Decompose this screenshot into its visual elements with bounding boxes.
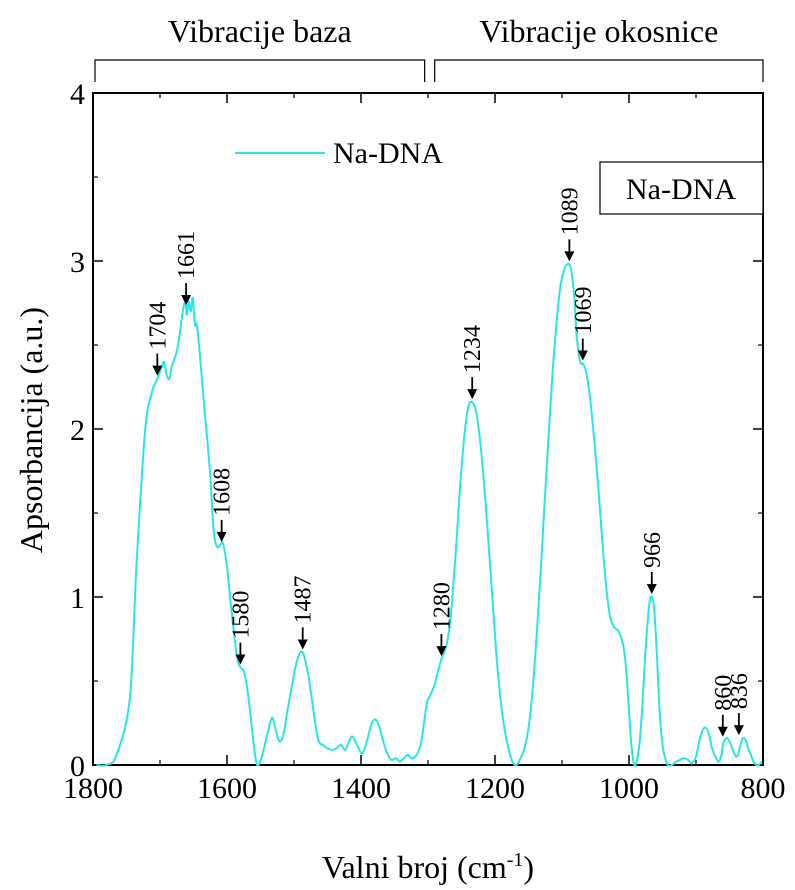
- series-line-na-dna: [96, 262, 763, 767]
- peak-arrow-head: [733, 725, 744, 736]
- sample-box: Na-DNA: [599, 161, 764, 215]
- x-tick-label: 800: [741, 772, 786, 805]
- x-tick-label: 1600: [197, 772, 257, 805]
- x-tick-label: 1400: [331, 772, 391, 805]
- y-tick-label: 1: [70, 582, 85, 615]
- x-tick-labels: 1800 1600 1400 1200 1000 800: [63, 772, 786, 805]
- x-tick-label: 1200: [465, 772, 525, 805]
- y-tick-label: 4: [70, 78, 85, 111]
- peak-arrow-head: [717, 726, 728, 737]
- peak-label: 1089: [557, 187, 583, 235]
- peak-label: 1661: [174, 231, 200, 279]
- peak-label: 1608: [210, 468, 236, 516]
- peak-label: 966: [640, 532, 666, 568]
- legend: Na-DNA: [235, 137, 443, 170]
- peak-arrow-head: [297, 639, 308, 650]
- group-label-vibracije-okosnice: Vibracije okosnice: [479, 13, 718, 49]
- peak-label: 836: [727, 673, 753, 709]
- axis-ticks: [92, 92, 764, 766]
- peak-label: 1069: [571, 286, 597, 334]
- sample-box-label: Na-DNA: [626, 173, 736, 206]
- bracket-vibracije-baza: [94, 59, 426, 82]
- peak-arrow-head: [467, 389, 478, 400]
- peak-label: 1580: [228, 591, 254, 639]
- peak-arrow-head: [235, 654, 246, 665]
- peak-label: 1280: [429, 582, 455, 630]
- peak-label: 1704: [145, 302, 171, 350]
- y-tick-label: 2: [70, 414, 85, 447]
- peak-arrow-head: [216, 531, 227, 542]
- x-tick-label: 1800: [63, 772, 123, 805]
- x-axis-title-close: ): [523, 849, 534, 885]
- x-axis-title: Valni broj (cm-1): [322, 849, 534, 885]
- peak-arrow-head: [646, 584, 657, 594]
- peak-label: 1487: [291, 575, 317, 623]
- x-axis-title-superscript: -1: [507, 849, 524, 871]
- peak-arrow-head: [577, 350, 588, 361]
- peak-arrow-head: [181, 295, 192, 306]
- y-tick-label: 3: [70, 246, 85, 279]
- group-label-vibracije-baza: Vibracije baza: [168, 13, 352, 49]
- sample-box-frame: [599, 161, 764, 215]
- legend-label-na-dna: Na-DNA: [333, 137, 443, 170]
- peak-arrow-head: [436, 646, 447, 657]
- x-axis-title-main: Valni broj (cm: [322, 849, 507, 885]
- y-tick-labels: 0 1 2 3 4: [70, 78, 85, 783]
- peak-label: 860: [711, 675, 737, 711]
- y-tick-label: 0: [70, 750, 85, 783]
- peak-arrow-head: [152, 365, 163, 376]
- group-brackets: Vibracije baza Vibracije okosnice: [94, 13, 764, 82]
- y-axis-title: Apsorbancija (a.u.): [13, 307, 49, 553]
- peak-label: 1234: [460, 325, 486, 373]
- x-tick-label: 1000: [599, 772, 659, 805]
- bracket-vibracije-okosnice: [434, 59, 764, 82]
- peak-arrow-head: [564, 251, 575, 262]
